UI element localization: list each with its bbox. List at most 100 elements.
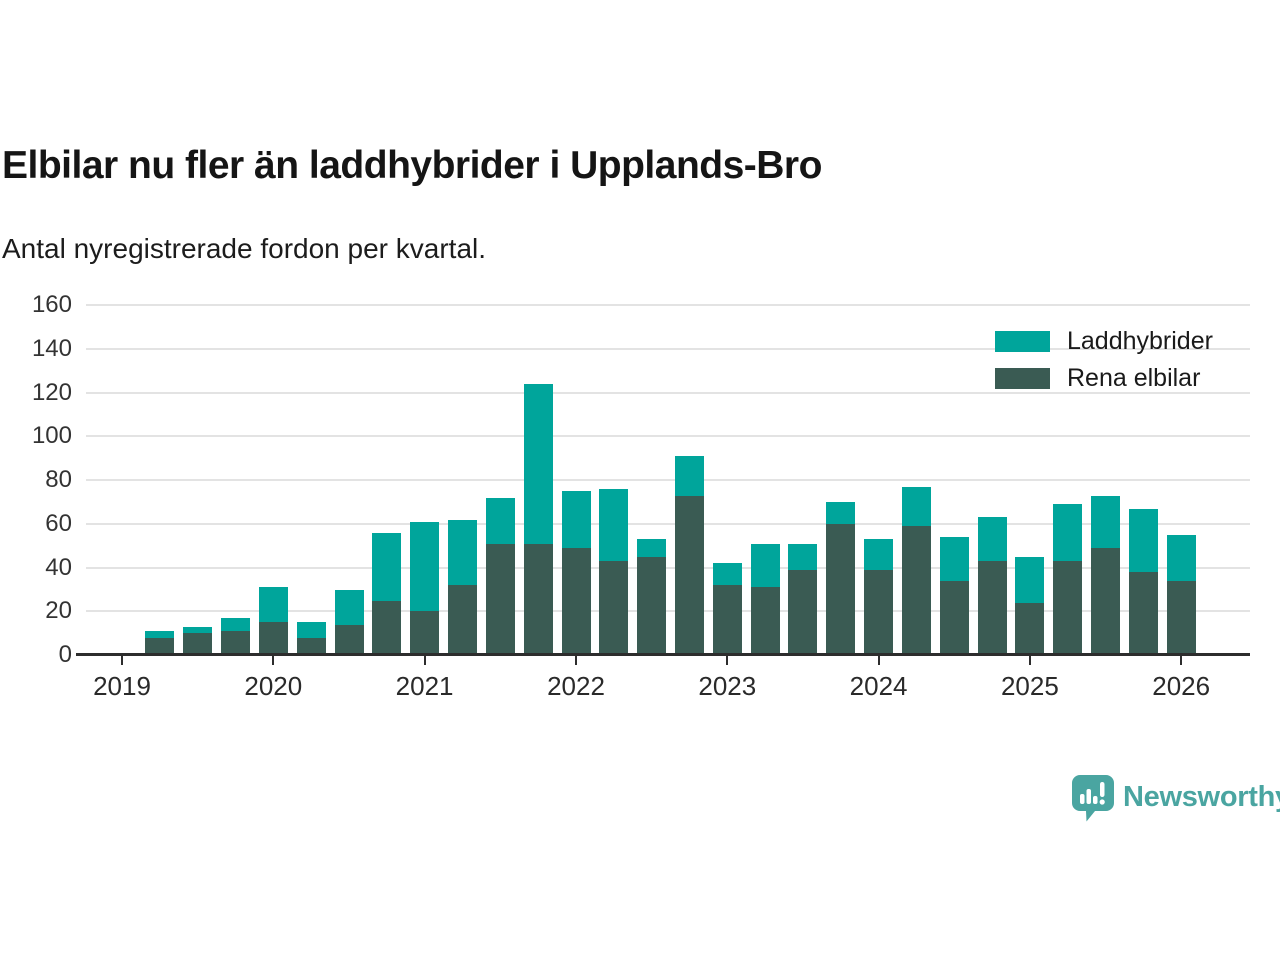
- bar-2023-q4: [826, 502, 856, 653]
- plot-area: 2019 2020 2021 2022 2023 2024 2025 2026: [76, 304, 1250, 701]
- bar-segment-laddhybrider: [1128, 508, 1158, 573]
- x-axis-label-2019: 2019: [93, 671, 151, 701]
- bar-segment-rena-elbilar: [750, 587, 780, 653]
- bar-segment-laddhybrider: [334, 589, 364, 625]
- bar-2019-q2: [145, 631, 175, 653]
- bar-segment-rena-elbilar: [372, 600, 402, 653]
- bar-segment-rena-elbilar: [561, 548, 591, 653]
- x-axis-label-2023: 2023: [698, 671, 757, 701]
- x-tick-2023: [726, 656, 729, 665]
- bar-segment-rena-elbilar: [410, 611, 440, 653]
- bar-segment-rena-elbilar: [485, 543, 515, 653]
- bar-segment-rena-elbilar: [1128, 572, 1158, 653]
- bar-2019-q3: [183, 626, 213, 653]
- gridline-y-40: [86, 566, 1250, 569]
- bar-2020-q1: [258, 587, 288, 653]
- bar-segment-laddhybrider: [599, 488, 629, 562]
- bar-segment-rena-elbilar: [637, 556, 667, 653]
- bar-segment-rena-elbilar: [599, 561, 629, 653]
- bar-segment-rena-elbilar: [712, 585, 742, 653]
- bar-segment-rena-elbilar: [674, 495, 704, 653]
- gridline-y-20: [86, 610, 1250, 613]
- bar-segment-laddhybrider: [296, 622, 326, 638]
- bar-segment-rena-elbilar: [334, 624, 364, 653]
- gridline-y-60: [86, 522, 1250, 525]
- y-axis-label: 160: [31, 291, 72, 318]
- bar-2020-q4: [372, 532, 402, 653]
- legend-label: Laddhybrider: [1067, 326, 1213, 355]
- bar-2023-q1: [712, 563, 742, 653]
- bar-2019-q4: [221, 618, 250, 653]
- logo: Newsworthy: [1072, 775, 1280, 822]
- bar-segment-laddhybrider: [674, 456, 704, 496]
- bar-2021-q2: [448, 519, 477, 653]
- bar-segment-rena-elbilar: [1091, 548, 1121, 653]
- bar-segment-laddhybrider: [1053, 504, 1083, 562]
- bar-segment-laddhybrider: [561, 491, 591, 548]
- bar-2020-q3: [334, 589, 364, 653]
- y-axis-label: 60: [45, 509, 72, 537]
- x-tick-2026: [1180, 656, 1183, 665]
- bar-2023-q3: [788, 543, 818, 653]
- bar-2025-q1: [1015, 556, 1045, 653]
- bar-2026-q1: [1166, 534, 1196, 653]
- bar-segment-rena-elbilar: [864, 569, 894, 653]
- bar-segment-rena-elbilar: [1053, 561, 1083, 653]
- y-axis-label: 100: [31, 422, 72, 450]
- bar-segment-laddhybrider: [939, 537, 969, 581]
- bar-segment-rena-elbilar: [826, 523, 856, 653]
- bar-segment-laddhybrider: [1015, 556, 1045, 603]
- bar-segment-laddhybrider: [258, 587, 288, 623]
- bar-segment-laddhybrider: [145, 631, 175, 638]
- bar-2025-q2: [1053, 504, 1083, 653]
- bar-segment-rena-elbilar: [145, 637, 175, 653]
- y-axis-label: 20: [45, 597, 72, 625]
- bar-2021-q4: [523, 383, 553, 653]
- x-axis-label-2020: 2020: [244, 671, 303, 701]
- x-tick-2019: [121, 656, 123, 665]
- gridline-y-140: [86, 347, 1250, 350]
- y-axis-label: 40: [45, 553, 72, 581]
- bar-segment-laddhybrider: [410, 521, 440, 612]
- bar-segment-rena-elbilar: [788, 569, 818, 653]
- bar-segment-laddhybrider: [221, 618, 250, 632]
- bar-segment-laddhybrider: [864, 539, 894, 570]
- bar-segment-laddhybrider: [183, 626, 213, 634]
- bar-2022-q3: [637, 539, 667, 653]
- gridline-y-160: [86, 304, 1250, 306]
- bar-segment-rena-elbilar: [901, 526, 931, 653]
- legend-item-laddhybrider: Laddhybrider: [995, 327, 1213, 355]
- legend-swatch: [995, 367, 1050, 389]
- bar-segment-rena-elbilar: [183, 633, 213, 653]
- x-axis-label-2021: 2021: [395, 671, 454, 701]
- bar-segment-rena-elbilar: [523, 543, 553, 653]
- bar-segment-rena-elbilar: [939, 580, 969, 653]
- x-axis-line: [76, 653, 1250, 656]
- bar-segment-rena-elbilar: [977, 561, 1007, 653]
- y-axis-label: 0: [58, 641, 72, 668]
- x-tick-2021: [423, 656, 426, 665]
- y-axis-label: 80: [45, 466, 72, 493]
- chart-subtitle: Antal nyregistrerade fordon per kvartal.: [2, 233, 487, 264]
- bar-segment-rena-elbilar: [258, 622, 288, 653]
- bar-2022-q4: [674, 456, 704, 653]
- x-tick-2024: [877, 656, 880, 665]
- y-axis-label: 120: [31, 378, 72, 406]
- legend-label: Rena elbilar: [1067, 363, 1201, 392]
- bar-2021-q1: [410, 521, 440, 653]
- bar-segment-laddhybrider: [1091, 495, 1121, 548]
- bar-segment-laddhybrider: [712, 563, 742, 586]
- x-axis-label-2026: 2026: [1152, 671, 1211, 701]
- newsworthy-logo-icon: [1072, 775, 1114, 822]
- bar-segment-rena-elbilar: [1166, 580, 1196, 653]
- bar-segment-laddhybrider: [788, 543, 818, 570]
- bar-segment-laddhybrider: [977, 517, 1007, 562]
- x-tick-2025: [1028, 656, 1031, 665]
- logo-text: Newsworthy: [1123, 781, 1280, 813]
- gridline-y-100: [86, 435, 1250, 438]
- bar-segment-laddhybrider: [750, 543, 780, 588]
- bar-segment-rena-elbilar: [296, 637, 326, 653]
- bar-2024-q4: [977, 517, 1007, 653]
- bar-2024-q1: [864, 539, 894, 653]
